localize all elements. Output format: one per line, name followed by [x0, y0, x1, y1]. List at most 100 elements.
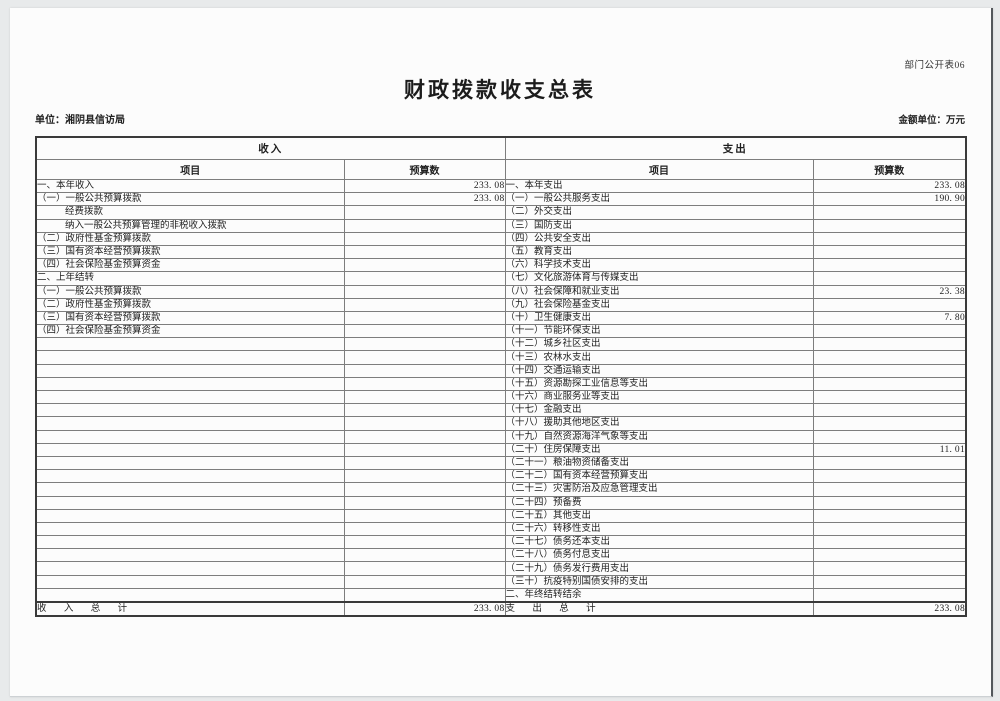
expenditure-item-cell: （十五）资源勘探工业信息等支出: [504, 376, 814, 392]
table-row: 经费拨款 （二）外交支出: [35, 205, 967, 220]
revenue-item-cell: [35, 403, 345, 418]
table-row: （二）政府性基金预算拨款 （四）公共安全支出: [35, 231, 967, 246]
expenditure-item-cell: （二十）住房保障支出: [504, 442, 814, 457]
revenue-item-cell: [35, 350, 345, 365]
expenditure-item-cell: （七）文化旅游体育与传媒支出: [504, 271, 814, 286]
revenue-item-cell: 二、上年结转: [35, 271, 345, 286]
expenditure-budget-header: 预算数: [812, 159, 967, 180]
table-row: （二十九）债务发行费用支出: [35, 561, 967, 576]
table-row: （二十三）灾害防治及应急管理支出: [35, 482, 967, 497]
expenditure-value-cell: [812, 231, 967, 246]
table-row: （十八）援助其他地区支出: [35, 416, 967, 431]
revenue-item-cell: （四）社会保险基金预算资金: [35, 324, 345, 339]
revenue-value-cell: [343, 205, 506, 220]
revenue-value-cell: 233. 08: [343, 178, 506, 194]
expenditure-value-cell: [812, 416, 967, 431]
expenditure-value-cell: [812, 337, 967, 352]
expenditure-value-cell: [812, 548, 967, 563]
revenue-value-cell: [343, 258, 506, 273]
expenditure-item-cell: 二、年终结转结余: [504, 587, 814, 603]
revenue-item-cell: （四）社会保险基金预算资金: [35, 258, 345, 273]
expenditure-item-cell: （六）科学技术支出: [504, 258, 814, 273]
revenue-value-cell: [343, 284, 506, 299]
revenue-value-cell: 233. 08: [343, 600, 506, 617]
expenditure-item-cell: （九）社会保险基金支出: [504, 297, 814, 312]
revenue-item-cell: [35, 508, 345, 523]
expenditure-value-cell: [812, 350, 967, 365]
revenue-item-cell: 一、本年收入: [35, 178, 345, 194]
table-header: 收入 支出 项目 预算数 项目 预算数: [35, 136, 967, 180]
expenditure-item-cell: 一、本年支出: [504, 178, 814, 194]
table-row: （十三）农林水支出: [35, 350, 967, 365]
expenditure-value-cell: [812, 469, 967, 484]
table-row: （四）社会保险基金预算资金 （六）科学技术支出: [35, 258, 967, 273]
revenue-value-cell: [343, 521, 506, 537]
revenue-value-cell: [343, 469, 506, 484]
revenue-value-cell: [343, 231, 506, 246]
table-row: （三十）抗疫特别国债安排的支出: [35, 574, 967, 589]
table-row: （二）政府性基金预算拨款 （九）社会保险基金支出: [35, 297, 967, 312]
revenue-value-cell: [343, 548, 506, 563]
table-row: （十七）金融支出: [35, 403, 967, 418]
table-row: （三）国有资本经营预算拨款 （五）教育支出: [35, 244, 967, 260]
expenditure-item-cell: （十）卫生健康支出: [504, 310, 814, 326]
expenditure-value-cell: 190. 90: [812, 192, 967, 207]
revenue-value-cell: [343, 350, 506, 365]
expenditure-item-cell: （三十）抗疫特别国债安排的支出: [504, 574, 814, 589]
expenditure-value-cell: [812, 389, 967, 405]
revenue-item-cell: （一）一般公共预算拨款: [35, 284, 345, 299]
expenditure-value-cell: [812, 574, 967, 589]
amount-unit-label: 金额单位：万元: [898, 116, 965, 126]
expenditure-item-cell: （三）国防支出: [504, 218, 814, 233]
expenditure-value-cell: 233. 08: [812, 178, 967, 194]
expenditure-item-cell: （十一）节能环保支出: [504, 324, 814, 339]
table-row: （四）社会保险基金预算资金 （十一）节能环保支出: [35, 324, 967, 339]
revenue-item-cell: [35, 376, 345, 392]
expenditure-value-cell: 11. 01: [812, 442, 967, 457]
revenue-value-cell: [343, 416, 506, 431]
revenue-value-cell: [343, 403, 506, 418]
revenue-item-cell: [35, 455, 345, 471]
table-row: （二十八）债务付息支出: [35, 548, 967, 563]
revenue-item-cell: [35, 363, 345, 378]
expenditure-value-cell: [812, 218, 967, 233]
table-row: （二十六）转移性支出: [35, 521, 967, 537]
expenditure-item-cell: （一）一般公共服务支出: [504, 192, 814, 207]
page-title: 财政拨款收支总表: [404, 78, 596, 102]
revenue-item-cell: [35, 587, 345, 603]
table-row: （十五）资源勘探工业信息等支出: [35, 376, 967, 392]
total-row: 收 入 总 计 233. 08 支 出 总 计 233. 08: [35, 600, 967, 617]
expenditure-item-cell: （八）社会保障和就业支出: [504, 284, 814, 299]
revenue-value-cell: [343, 574, 506, 589]
revenue-value-cell: [343, 535, 506, 550]
table-row: （三）国有资本经营预算拨款 （十）卫生健康支出 7. 80: [35, 310, 967, 326]
column-header-row: 项目 预算数 项目 预算数: [35, 159, 967, 180]
expenditure-value-cell: [812, 271, 967, 286]
revenue-value-cell: [343, 442, 506, 457]
expenditure-item-cell: （二十五）其他支出: [504, 508, 814, 523]
expenditure-item-cell: （十七）金融支出: [504, 403, 814, 418]
revenue-item-cell: 纳入一般公共预算管理的非税收入拨款: [35, 218, 345, 233]
revenue-value-cell: [343, 297, 506, 312]
revenue-item-cell: [35, 416, 345, 431]
section-header-row: 收入 支出: [35, 136, 967, 160]
table-row: （二十一）粮油物资储备支出: [35, 455, 967, 471]
expenditure-value-cell: [812, 258, 967, 273]
expenditure-item-cell: （四）公共安全支出: [504, 231, 814, 246]
revenue-item-cell: （一）一般公共预算拨款: [35, 192, 345, 207]
table-row: （二十二）国有资本经营预算支出: [35, 469, 967, 484]
revenue-value-cell: [343, 376, 506, 392]
revenue-value-cell: [343, 310, 506, 326]
expenditure-value-cell: [812, 244, 967, 260]
revenue-item-cell: [35, 561, 345, 576]
expenditure-section-header: 支出: [504, 136, 967, 160]
table-row: （二十）住房保障支出 11. 01: [35, 442, 967, 457]
revenue-value-cell: [343, 324, 506, 339]
expenditure-value-cell: 23. 38: [812, 284, 967, 299]
revenue-value-cell: [343, 218, 506, 233]
revenue-item-cell: [35, 521, 345, 537]
expenditure-item-cell: （二十三）灾害防治及应急管理支出: [504, 482, 814, 497]
expenditure-value-cell: [812, 508, 967, 523]
expenditure-item-header: 项目: [504, 159, 814, 180]
table-row: （十二）城乡社区支出: [35, 337, 967, 352]
